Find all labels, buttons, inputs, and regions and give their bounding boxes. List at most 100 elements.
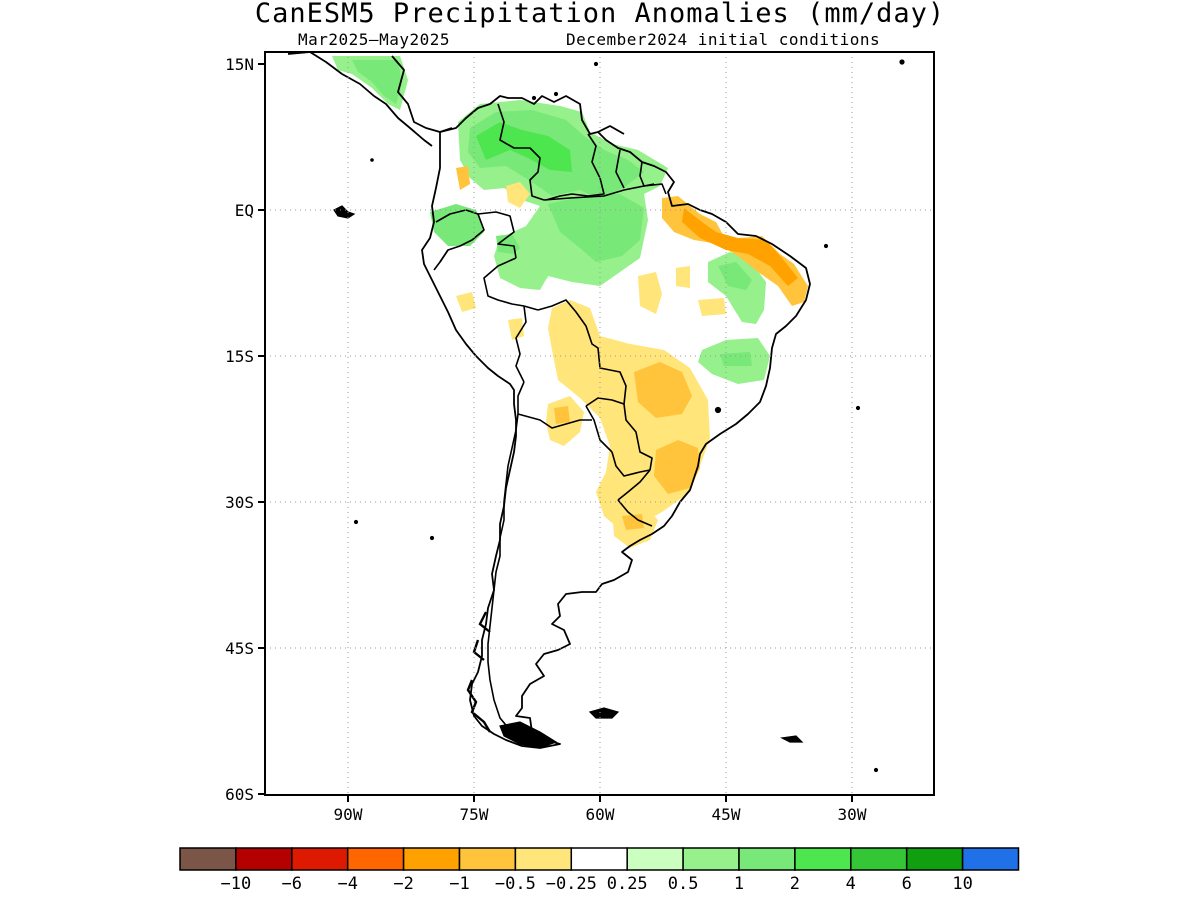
negative-anomaly-peru-2 bbox=[508, 318, 524, 340]
colorbar-label: −1 bbox=[449, 874, 469, 894]
colorbar-swatch bbox=[235, 847, 293, 871]
paraguay-argentina-border bbox=[611, 451, 651, 477]
colorbar-label: −6 bbox=[282, 874, 302, 894]
map-subtitle-period: Mar2025–May2025 bbox=[298, 30, 450, 49]
positive-anomaly-ecuador bbox=[430, 204, 484, 246]
colorbar-swatch bbox=[514, 847, 573, 871]
lat-label: 15S bbox=[225, 347, 254, 366]
colorbar-labels: −10 −6 −4 −2 −1 −0.5 −0.25 0.25 0.5 1 2 4 6 10 bbox=[221, 874, 973, 894]
colorbar-label: 0.25 bbox=[607, 874, 648, 894]
country-borders bbox=[433, 103, 667, 731]
colombia-brazil-border bbox=[477, 211, 517, 259]
tierra-del-fuego bbox=[499, 721, 558, 749]
colorbar-swatch bbox=[402, 847, 461, 871]
negative-anomaly-peru bbox=[456, 292, 476, 312]
pacific-island bbox=[353, 519, 359, 525]
ecuador-peru-border bbox=[433, 249, 449, 271]
colorbar-label: 0.5 bbox=[668, 874, 699, 894]
colorbar-label: 6 bbox=[902, 874, 912, 894]
brazil-north-border bbox=[543, 183, 667, 201]
colorbar-label: 10 bbox=[952, 874, 972, 894]
positive-anomaly-central-america-core bbox=[352, 60, 402, 104]
colorbar-swatch bbox=[794, 847, 852, 871]
negative-anomaly-central-brazil-core bbox=[634, 362, 692, 418]
caribbean-island-2 bbox=[553, 91, 559, 97]
fernando-noronha bbox=[823, 243, 829, 249]
galapagos-islands bbox=[333, 205, 356, 219]
colorbar-swatch bbox=[570, 847, 628, 871]
caribbean-island-4 bbox=[899, 59, 905, 65]
colorbar-label: −0.5 bbox=[495, 874, 536, 894]
lon-label: 45W bbox=[712, 805, 741, 824]
caribbean-island-3 bbox=[593, 61, 599, 67]
southern-chile-archipelago bbox=[466, 611, 492, 733]
tick-marks bbox=[258, 63, 853, 802]
falkland-islands bbox=[588, 707, 620, 719]
negative-anomaly-colombia bbox=[506, 182, 530, 208]
paraguay-brazil-border bbox=[623, 403, 653, 471]
colorbar-label: 4 bbox=[846, 874, 856, 894]
bolivia-argentina-border bbox=[517, 413, 592, 429]
chile-argentina-border bbox=[487, 413, 519, 731]
lat-label: 60S bbox=[225, 785, 254, 804]
south-georgia bbox=[780, 735, 804, 743]
colorbar-swatch bbox=[346, 847, 405, 871]
colombia-venezuela-border bbox=[497, 103, 545, 201]
positive-anomaly-amazon bbox=[548, 194, 644, 262]
lon-label: 75W bbox=[460, 805, 489, 824]
trindade-island bbox=[855, 405, 861, 411]
juan-fernandez-island bbox=[429, 535, 435, 541]
bolivia-chile-border bbox=[517, 381, 525, 414]
positive-anomaly-east-brazil-core bbox=[720, 352, 752, 366]
colorbar-swatch bbox=[961, 847, 1020, 871]
negative-anomaly-southeast-brazil bbox=[654, 440, 700, 494]
map-title: CanESM5 Precipitation Anomalies (mm/day) bbox=[255, 0, 945, 29]
map-content bbox=[287, 52, 905, 773]
central-america-caribbean-coast bbox=[391, 55, 453, 133]
islands bbox=[333, 59, 905, 773]
colorbar-label: −0.25 bbox=[546, 874, 597, 894]
lat-label: 15N bbox=[225, 55, 254, 74]
colombia-ecuador-peru-border bbox=[435, 209, 485, 263]
negative-anomaly-small-ne bbox=[638, 272, 662, 314]
negative-anomaly-venezuela-west bbox=[456, 166, 470, 190]
map-subtitle-init: December2024 initial conditions bbox=[566, 30, 880, 49]
colorbar-swatch bbox=[626, 847, 684, 871]
negative-anomaly-areas bbox=[456, 166, 808, 548]
colorbar-swatch bbox=[291, 847, 349, 871]
colorbar-label: 1 bbox=[734, 874, 744, 894]
colorbar-swatch bbox=[682, 847, 740, 871]
latitude-labels: 15N EQ 15S 30S 45S 60S bbox=[225, 55, 254, 804]
negative-anomaly-small-ne-2 bbox=[676, 266, 690, 288]
cocos-island bbox=[370, 158, 374, 162]
colorbar-swatch bbox=[738, 847, 796, 871]
negative-anomaly-ne-coast-core bbox=[682, 208, 798, 286]
central-america-pacific-coast bbox=[287, 52, 433, 147]
colorbar-swatch bbox=[458, 847, 517, 871]
lon-label: 60W bbox=[586, 805, 615, 824]
peru-brazil-border bbox=[483, 257, 539, 311]
colorbar-swatch bbox=[179, 847, 237, 871]
colorbar-swatch bbox=[905, 847, 964, 871]
colorbar-label: 2 bbox=[790, 874, 800, 894]
lat-label: EQ bbox=[235, 201, 254, 220]
peru-bolivia-border bbox=[515, 305, 527, 383]
abrolhos-island bbox=[714, 406, 722, 414]
guyana-suriname-border bbox=[615, 149, 625, 189]
negative-anomaly-bolivia-core bbox=[554, 406, 570, 424]
colorbar-swatch bbox=[850, 847, 908, 871]
sandwich-island bbox=[873, 767, 879, 773]
caribbean-island-1 bbox=[531, 95, 537, 101]
colorbar-label: −4 bbox=[337, 874, 357, 894]
lon-label: 30W bbox=[838, 805, 867, 824]
gulf-of-paria-coast bbox=[597, 125, 625, 135]
lat-label: 30S bbox=[225, 493, 254, 512]
brazil-bolivia-border bbox=[537, 299, 627, 407]
colorbar-label: −2 bbox=[393, 874, 413, 894]
venezuela-guyana-border bbox=[545, 133, 605, 201]
lat-label: 45S bbox=[225, 639, 254, 658]
positive-anomaly-north-venezuela bbox=[476, 122, 572, 172]
longitude-labels: 90W 75W 60W 45W 30W bbox=[334, 805, 867, 824]
bolivia-paraguay-border bbox=[585, 405, 613, 453]
